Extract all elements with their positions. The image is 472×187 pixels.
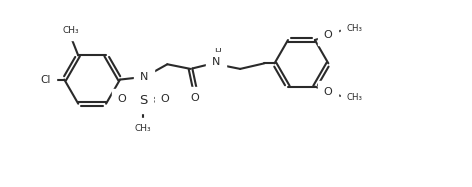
Text: O: O xyxy=(191,93,200,103)
Text: N: N xyxy=(140,72,148,82)
Text: CH₃: CH₃ xyxy=(135,124,152,133)
Text: O: O xyxy=(323,87,332,97)
Text: CH₃: CH₃ xyxy=(346,93,362,102)
Text: O: O xyxy=(117,94,126,104)
Text: CH₃: CH₃ xyxy=(63,26,80,35)
Text: H: H xyxy=(215,48,221,57)
Text: CH₃: CH₃ xyxy=(346,24,362,33)
Text: N: N xyxy=(212,57,220,67)
Text: O: O xyxy=(323,30,332,40)
Text: S: S xyxy=(139,94,147,107)
Text: Cl: Cl xyxy=(40,75,51,85)
Text: O: O xyxy=(160,94,169,104)
